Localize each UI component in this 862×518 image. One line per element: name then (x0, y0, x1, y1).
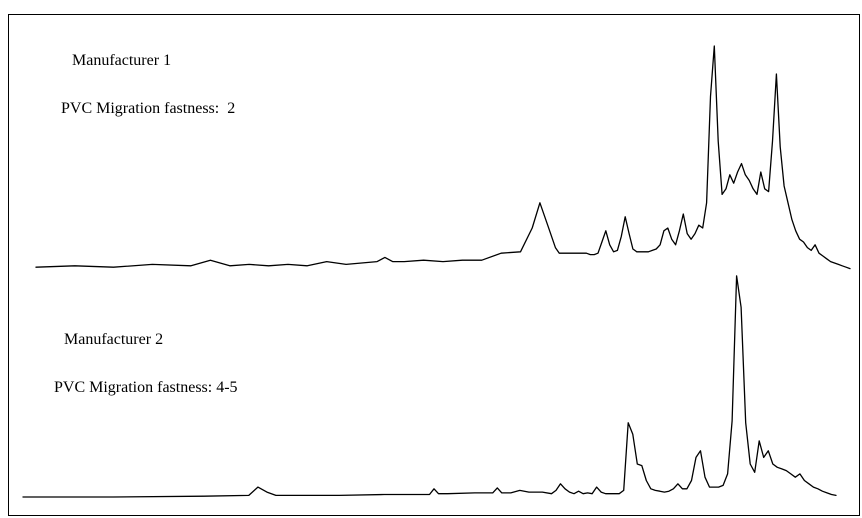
trace-manufacturer-1 (35, 45, 851, 270)
series-1-name: Manufacturer 1 (72, 52, 172, 69)
series-2-name: Manufacturer 2 (64, 331, 164, 348)
series-2-annotation: PVC Migration fastness: 4-5 (54, 379, 238, 396)
trace-manufacturer-2 (22, 275, 837, 498)
series-1-annotation: PVC Migration fastness: 2 (61, 100, 236, 117)
